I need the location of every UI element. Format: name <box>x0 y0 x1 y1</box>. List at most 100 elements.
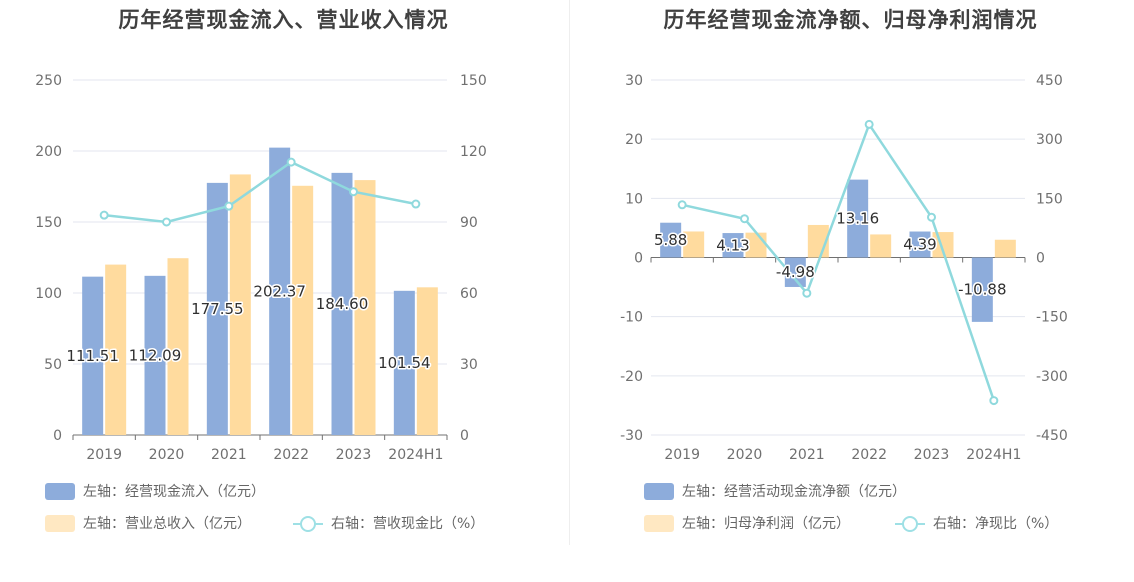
y-right-tick-label: 90 <box>460 215 478 231</box>
x-tick-label: 2021 <box>789 447 825 463</box>
y-left-tick-label: 250 <box>35 73 62 89</box>
legend-item-line[interactable]: 右轴：营收现金比（%） <box>293 513 484 533</box>
bar-series-1 <box>206 182 228 435</box>
y-left-tick-label: 200 <box>35 144 62 160</box>
y-left-tick-label: 10 <box>625 191 643 207</box>
legend-label: 右轴：营收现金比（%） <box>331 516 485 532</box>
bar-series-1 <box>847 179 869 258</box>
y-left-tick-label: 150 <box>35 215 62 231</box>
legend-item-bar-1[interactable]: 左轴：经营现金流入（亿元） <box>45 481 265 501</box>
line-point <box>349 187 358 197</box>
y-right-tick-label: 120 <box>460 144 487 160</box>
legend-item-line[interactable]: 右轴：净现比（%） <box>895 513 1058 533</box>
bar-series-1 <box>393 290 415 435</box>
chart-panel-cash-inflow: 历年经营现金流入、营业收入情况 0 0 50 30 100 60 150 90 200 120 25… <box>35 8 487 533</box>
bar-series-2 <box>354 180 376 435</box>
bar-series-1 <box>269 147 291 436</box>
bar-data-label: 13.16 <box>836 210 879 228</box>
x-tick-label: 2023 <box>336 447 372 463</box>
legend-label: 左轴：归母净利润（亿元） <box>682 516 850 532</box>
x-tick-label: 2019 <box>86 447 122 463</box>
line-point <box>740 214 749 224</box>
x-tick-label: 2022 <box>851 447 887 463</box>
legend-label: 右轴：净现比（%） <box>933 516 1059 532</box>
chart-title: 历年经营现金流净额、归母净利润情况 <box>663 8 1038 32</box>
line-point <box>677 200 687 210</box>
line-point <box>99 210 109 220</box>
y-right-tick-label: 30 <box>460 357 478 373</box>
chart-plot: 0 0 50 30 100 60 150 90 200 120 250 150 2019 2020 2021… <box>35 73 487 463</box>
legend-label: 左轴：营业总收入（亿元） <box>83 516 251 532</box>
bar-series-1 <box>144 275 166 435</box>
legend-item-bar-2[interactable]: 左轴：营业总收入（亿元） <box>45 513 251 533</box>
chart-plot: -30 -450 -20 -300 -10 -150 0 0 10 150 20 300 30 450 20… <box>620 73 1068 463</box>
line-point <box>927 212 936 222</box>
line-series <box>104 160 417 224</box>
y-left-tick-label: -20 <box>620 369 643 385</box>
line-point <box>802 288 812 298</box>
y-right-tick-label: 300 <box>1036 132 1063 148</box>
bar-series-2 <box>292 185 314 435</box>
bar-series-1 <box>784 257 806 287</box>
y-left-tick-label: 50 <box>44 357 62 373</box>
bar-data-label: 5.88 <box>654 231 687 249</box>
bar-series-1 <box>331 172 353 436</box>
y-right-tick-label: -300 <box>1036 369 1068 385</box>
legend-line-symbol <box>895 515 925 532</box>
x-tick-label: 2022 <box>273 447 309 463</box>
bar-series-2 <box>994 239 1016 258</box>
panel-divider <box>569 0 570 545</box>
bar-data-label: 202.37 <box>253 282 306 300</box>
y-left-tick-label: 0 <box>634 251 643 267</box>
bar-series-2 <box>229 174 251 435</box>
bar-series-1 <box>971 257 993 322</box>
bar-series-2 <box>870 234 892 258</box>
y-left-tick-label: -30 <box>620 428 643 444</box>
y-left-tick-label: 30 <box>625 73 643 89</box>
legend-label: 左轴：经营现金流入（亿元） <box>83 484 265 500</box>
legend-swatch <box>644 482 674 500</box>
bar-data-label: 4.39 <box>903 236 936 254</box>
x-tick-label: 2019 <box>664 447 700 463</box>
bar-data-label: 4.13 <box>716 236 749 254</box>
x-tick-label: 2020 <box>727 447 763 463</box>
bar-data-label: 177.55 <box>191 300 244 318</box>
line-point <box>864 119 874 129</box>
bar-series-2 <box>105 264 127 435</box>
bar-data-label: 112.09 <box>129 346 182 364</box>
y-right-tick-label: -150 <box>1036 310 1068 326</box>
bar-series-2 <box>167 258 189 435</box>
bar-series-1 <box>660 222 682 258</box>
y-right-tick-label: 150 <box>1036 191 1063 207</box>
chart-panel-net-cash-flow: 历年经营现金流净额、归母净利润情况 -30 -450 -20 -300 -10 -150 0… <box>567 0 1134 582</box>
legend-item-bar-2[interactable]: 左轴：归母净利润（亿元） <box>644 513 850 533</box>
line-point <box>989 396 999 406</box>
line-point <box>162 217 171 227</box>
y-right-tick-label: 0 <box>460 428 469 444</box>
bar-series-1 <box>82 276 104 435</box>
chart-title: 历年经营现金流入、营业收入情况 <box>118 8 449 32</box>
y-right-tick-label: 60 <box>460 286 478 302</box>
bar-series-1 <box>722 233 744 258</box>
bar-data-label: 184.60 <box>316 295 369 313</box>
legend-swatch <box>644 514 674 532</box>
line-point <box>224 201 234 211</box>
y-left-tick-label: 0 <box>53 428 62 444</box>
y-left-tick-label: 100 <box>35 286 62 302</box>
bar-data-label: -10.88 <box>958 281 1006 299</box>
line-point <box>286 157 296 167</box>
x-tick-label: 2020 <box>149 447 185 463</box>
legend-label: 左轴：经营活动现金流净额（亿元） <box>682 484 906 500</box>
x-tick-label: 2024H1 <box>966 447 1021 463</box>
x-tick-label: 2021 <box>211 447 247 463</box>
y-left-tick-label: -10 <box>620 310 643 326</box>
legend-item-bar-1[interactable]: 左轴：经营活动现金流净额（亿元） <box>644 481 906 501</box>
legend-swatch <box>45 514 75 532</box>
y-right-tick-label: 150 <box>460 73 487 89</box>
legend-swatch <box>45 482 75 500</box>
bar-data-label: -4.98 <box>776 263 815 281</box>
bar-series-2 <box>683 231 705 258</box>
line-series <box>681 121 996 401</box>
x-tick-label: 2024H1 <box>388 447 443 463</box>
y-right-tick-label: 0 <box>1036 251 1045 267</box>
